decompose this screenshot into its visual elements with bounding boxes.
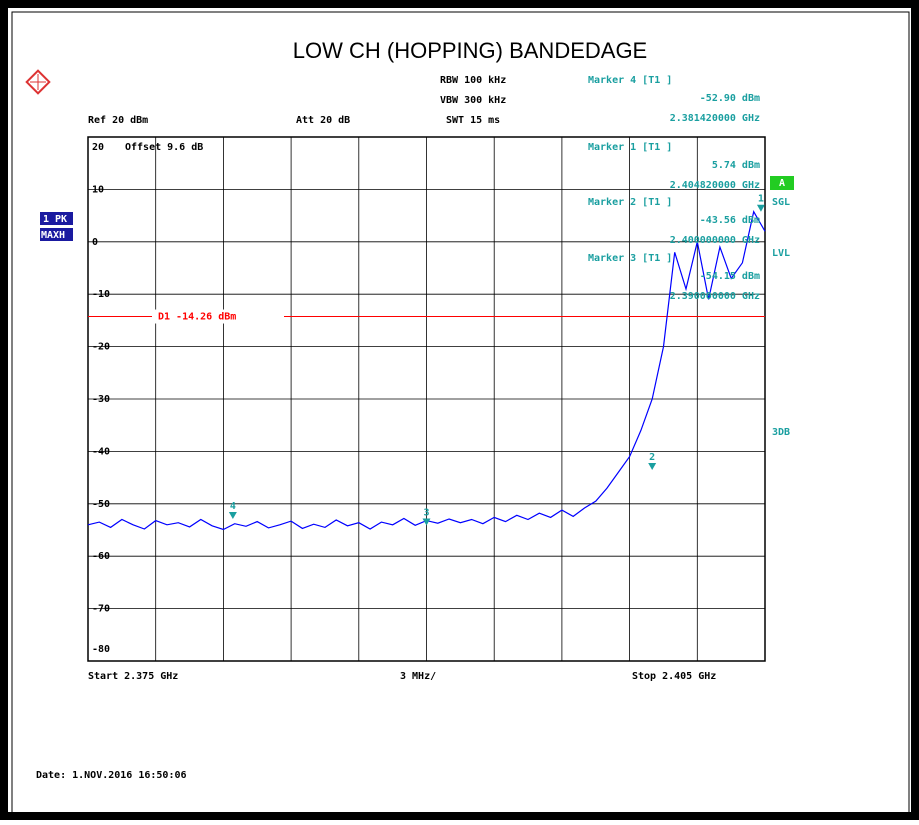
y-tick-label: -40 xyxy=(92,446,110,457)
marker-id: 2 xyxy=(649,452,655,463)
a-label: A xyxy=(779,178,785,189)
plot: 20 10 0 -10 -20 -30 -40 -50 -60 -70 -80 D1 -14.26 d… xyxy=(87,75,766,662)
trace-mode: MAXH xyxy=(41,230,65,241)
trace-label: 1 PK xyxy=(43,214,67,225)
swt: SWT 15 ms xyxy=(446,115,500,126)
marker-id: 3 xyxy=(423,508,429,519)
marker-id: 1 xyxy=(758,194,764,205)
display-line-bg xyxy=(152,309,284,324)
y-tick-label: -80 xyxy=(92,644,110,655)
date: Date: 1.NOV.2016 16:50:06 xyxy=(36,770,187,781)
y-tick-label: 20 xyxy=(92,142,104,153)
a-badge xyxy=(770,176,794,190)
y-tick-label: -60 xyxy=(92,551,110,562)
sgl: SGL xyxy=(772,197,790,208)
lvl: LVL xyxy=(772,248,790,259)
marker-value: -52.90 dBm xyxy=(700,93,760,104)
marker-freq: 2.400000000 GHz xyxy=(670,235,760,246)
span-div: 3 MHz/ xyxy=(400,671,436,682)
marker-value: -43.56 dBm xyxy=(700,215,760,226)
y-tick-label: 10 xyxy=(92,184,104,195)
marker-freq: 2.381420000 GHz xyxy=(670,113,760,124)
ref: Ref 20 dBm xyxy=(88,115,148,126)
marker-triangle xyxy=(228,511,237,519)
display-line-label: D1 -14.26 dBm xyxy=(158,312,236,323)
att: Att 20 dB xyxy=(296,115,350,126)
vbw: VBW 300 kHz xyxy=(440,95,506,106)
3db: 3DB xyxy=(772,427,790,438)
y-tick-label: -30 xyxy=(92,394,110,405)
marker-id: 4 xyxy=(230,501,236,512)
marker-heading: Marker 4 [T1 ] xyxy=(588,75,672,86)
y-tick-label: -10 xyxy=(92,289,110,300)
marker-value: 5.74 dBm xyxy=(712,160,760,171)
marker-heading: Marker 1 [T1 ] xyxy=(588,142,672,153)
logo xyxy=(25,69,51,95)
marker-triangle xyxy=(422,518,431,526)
marker-triangle xyxy=(756,204,765,212)
stop: Stop 2.405 GHz xyxy=(632,671,716,682)
marker-freq: 2.404820000 GHz xyxy=(670,180,760,191)
marker-freq: 2.390000000 GHz xyxy=(670,291,760,302)
y-tick-label: -20 xyxy=(92,342,110,353)
mode-badge xyxy=(40,228,73,241)
y-tick-label: 0 xyxy=(92,237,98,248)
marker-triangle xyxy=(648,463,657,471)
marker-heading: Marker 2 [T1 ] xyxy=(588,197,672,208)
trace-badge xyxy=(40,212,73,225)
y-tick-label: -70 xyxy=(92,604,110,615)
offset: Offset 9.6 dB xyxy=(125,142,203,153)
marker-heading: Marker 3 [T1 ] xyxy=(588,253,672,264)
inner-frame xyxy=(11,11,910,817)
title: LOW CH (HOPPING) BANDEDAGE xyxy=(293,38,647,63)
rbw: RBW 100 kHz xyxy=(440,75,506,86)
start: Start 2.375 GHz xyxy=(88,671,178,682)
marker-value: -54.15 dBm xyxy=(700,271,760,282)
y-tick-label: -50 xyxy=(92,499,110,510)
